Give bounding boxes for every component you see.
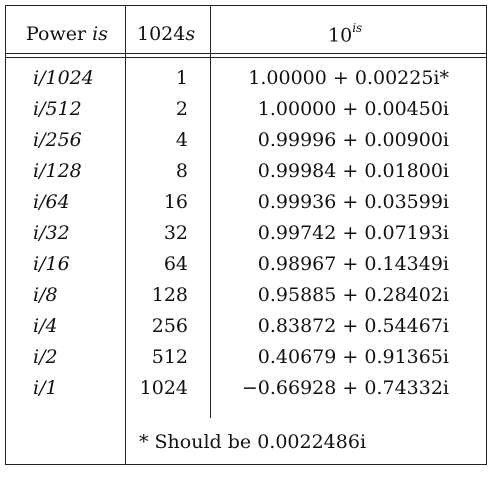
power-cell: i/1	[33, 377, 58, 399]
table-row: i/8 128 0.95885 + 0.28402i	[6, 284, 486, 315]
power-cell: i/256	[33, 129, 82, 151]
table-row: i/16 64 0.98967 + 0.14349i	[6, 253, 486, 284]
table-row: i/64 16 0.99936 + 0.03599i	[6, 191, 486, 222]
power-cell: i/64	[33, 191, 70, 213]
header-s-label: 1024	[137, 23, 186, 45]
power-cell: i/32	[33, 222, 70, 244]
power-cell: i/4	[33, 315, 58, 337]
power-cell: i/512	[33, 98, 82, 120]
header-power-label: Power	[26, 23, 87, 45]
column-divider-2	[210, 6, 211, 418]
power-cell: i/128	[33, 160, 82, 182]
power-cell: i/2	[33, 346, 58, 368]
table-row: i/2 512 0.40679 + 0.91365i	[6, 346, 486, 377]
header-rule-bottom	[6, 57, 486, 58]
s-cell: 2	[175, 98, 188, 120]
table-row: i/512 2 1.00000 + 0.00450i	[6, 98, 486, 129]
header-exp: 10is	[328, 21, 363, 47]
value-cell: 0.95885 + 0.28402i	[257, 284, 449, 306]
s-cell: 128	[151, 284, 188, 306]
header-exp-sup: is	[352, 21, 363, 35]
s-cell: 256	[151, 315, 188, 337]
value-cell: 0.99742 + 0.07193i	[257, 222, 449, 244]
table-row: i/128 8 0.99984 + 0.01800i	[6, 160, 486, 191]
s-cell: 1	[175, 67, 188, 89]
value-cell: 0.98967 + 0.14349i	[257, 253, 449, 275]
value-cell: 0.99984 + 0.01800i	[257, 160, 449, 182]
header-power-var: is	[92, 23, 108, 45]
s-cell: 8	[175, 160, 188, 182]
footnote: * Should be 0.0022486i	[139, 431, 367, 453]
power-cell: i/16	[33, 253, 70, 275]
s-cell: 64	[163, 253, 188, 275]
table-row: i/4 256 0.83872 + 0.54467i	[6, 315, 486, 346]
header-exp-base: 10	[328, 24, 353, 47]
table-row: i/32 32 0.99742 + 0.07193i	[6, 222, 486, 253]
table-row: i/1024 1 1.00000 + 0.00225i*	[6, 67, 486, 98]
header-rule-top	[6, 53, 486, 54]
value-cell: 0.40679 + 0.91365i	[257, 346, 449, 368]
table-row: i/256 4 0.99996 + 0.00900i	[6, 129, 486, 160]
powers-table: Power is 1024s 10is i/1024 1 1.00000 + 0…	[5, 5, 487, 465]
s-cell: 32	[163, 222, 188, 244]
header-s-var: s	[185, 23, 196, 45]
s-cell: 512	[151, 346, 188, 368]
s-cell: 4	[175, 129, 188, 151]
column-divider-1	[125, 6, 126, 465]
table-row: i/1 1024 −0.66928 + 0.74332i	[6, 377, 486, 408]
value-cell: −0.66928 + 0.74332i	[241, 377, 449, 399]
header-s: 1024s	[137, 23, 195, 45]
value-cell: 0.99996 + 0.00900i	[257, 129, 449, 151]
s-cell: 16	[163, 191, 188, 213]
value-cell: 1.00000 + 0.00450i	[257, 98, 449, 120]
power-cell: i/8	[33, 284, 58, 306]
value-cell: 0.99936 + 0.03599i	[257, 191, 449, 213]
power-cell: i/1024	[33, 67, 94, 89]
header-power: Power is	[26, 23, 108, 45]
s-cell: 1024	[139, 377, 188, 399]
value-cell: 0.83872 + 0.54467i	[257, 315, 449, 337]
value-cell: 1.00000 + 0.00225i*	[248, 67, 449, 89]
